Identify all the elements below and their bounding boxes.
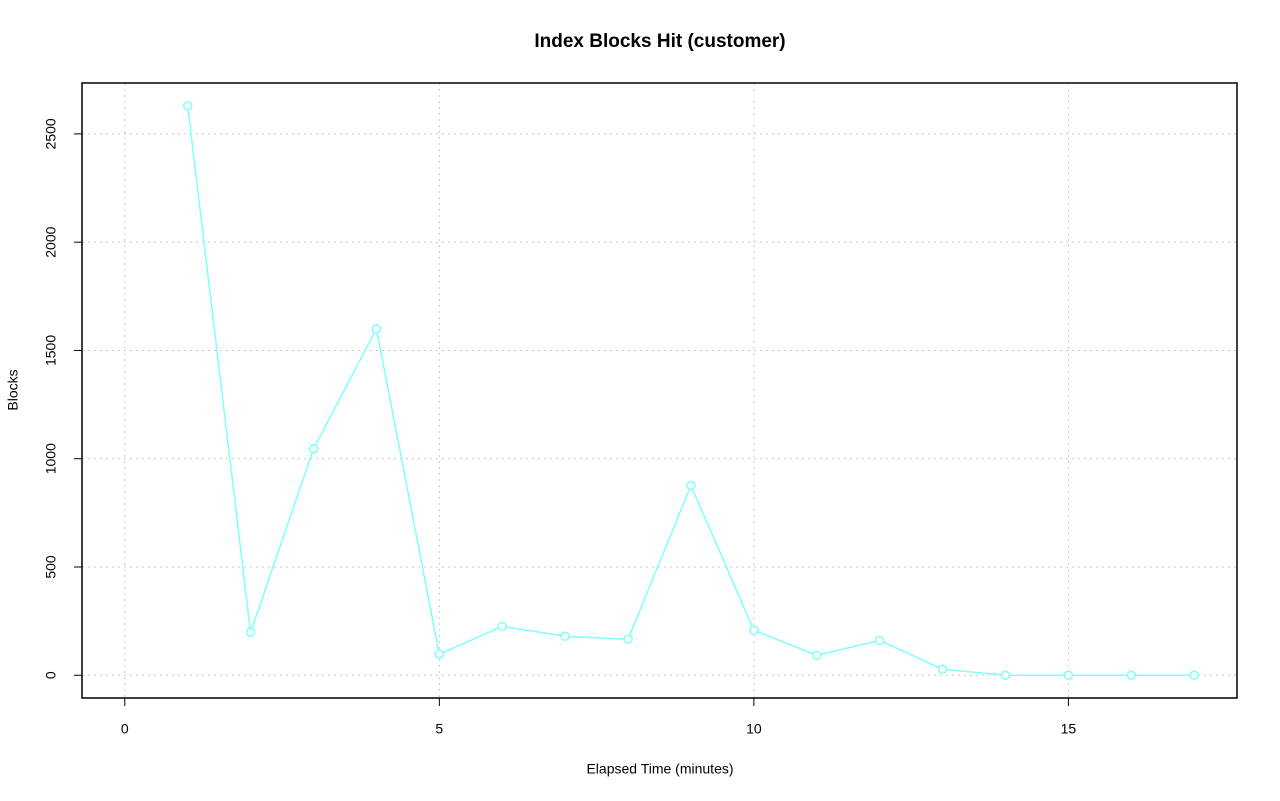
x-tick-label: 15 bbox=[1061, 721, 1077, 737]
data-point bbox=[560, 631, 570, 642]
y-tick-label: 1500 bbox=[43, 335, 59, 366]
y-tick-label: 2000 bbox=[43, 226, 59, 257]
data-point bbox=[434, 649, 445, 660]
chart-title: Index Blocks Hit (customer) bbox=[534, 31, 785, 52]
x-tick-label: 10 bbox=[746, 721, 762, 737]
y-tick-label: 2500 bbox=[43, 118, 59, 149]
plot-frame bbox=[81, 82, 1238, 699]
data-point bbox=[874, 635, 885, 646]
x-axis-label: Elapsed Time (minutes) bbox=[586, 761, 733, 777]
data-point bbox=[623, 634, 633, 645]
data-point bbox=[686, 480, 696, 491]
data-point bbox=[182, 100, 193, 111]
x-tick-label: 5 bbox=[435, 721, 443, 737]
y-tick-label: 500 bbox=[43, 555, 59, 579]
data-point bbox=[308, 444, 319, 454]
y-tick-label: 1000 bbox=[43, 443, 59, 474]
data-point bbox=[1063, 670, 1074, 681]
data-line bbox=[186, 105, 1195, 677]
x-tick-label: 0 bbox=[121, 721, 129, 737]
data-point bbox=[371, 324, 382, 334]
data-point bbox=[1126, 670, 1137, 681]
data-point bbox=[749, 625, 759, 635]
data-point bbox=[497, 621, 507, 632]
data-point bbox=[937, 664, 948, 674]
data-point bbox=[1000, 670, 1011, 681]
y-tick-label: 0 bbox=[43, 671, 59, 679]
data-point bbox=[245, 627, 256, 638]
y-axis-label: Blocks bbox=[5, 369, 21, 410]
data-point bbox=[812, 650, 822, 661]
data-point bbox=[1189, 670, 1199, 681]
